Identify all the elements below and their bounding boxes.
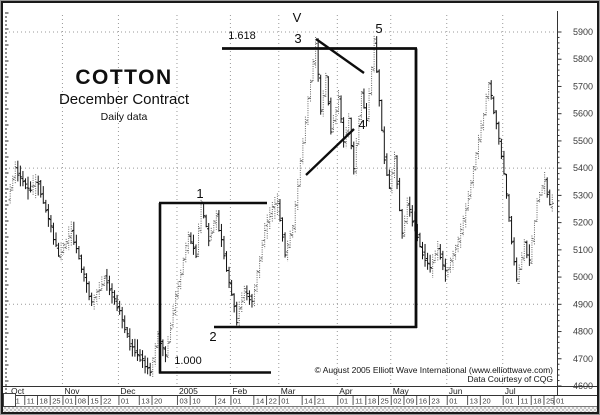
wave-2-label: 2 (209, 329, 217, 344)
fib-1618-label: 1.618 (228, 30, 256, 42)
y-axis-tick-label: 5600 (573, 109, 593, 119)
x-axis-month-label: Nov (64, 386, 80, 396)
wave-V-label: V (292, 10, 302, 25)
x-axis-week-label: 25 (546, 397, 554, 406)
x-axis-week-label: 25 (52, 397, 60, 406)
x-axis-month-label: Apr (339, 386, 352, 396)
x-axis-week-label: 01 (449, 397, 457, 406)
chart-title: COTTON (75, 66, 173, 89)
y-axis-tick-label: 5500 (573, 136, 593, 146)
y-axis-tick-label: 4900 (573, 299, 593, 309)
x-axis-week-label: 01 (505, 397, 513, 406)
annotation-lines-layer (158, 38, 418, 374)
x-axis-month-label: Oct (11, 386, 25, 396)
bottom-scroll-strip (2, 406, 598, 414)
x-axis-week-label: 16 (419, 397, 427, 406)
x-axis-month-label: Jun (449, 386, 463, 396)
data-courtesy-line: Data Courtesy of CQG (467, 374, 553, 384)
x-axis-week-label: 20 (482, 397, 490, 406)
x-axis-week-label: 01 (121, 397, 129, 406)
x-axis-week-label: 25 (381, 397, 389, 406)
wave-5-label: 5 (375, 21, 383, 36)
wave-3-label: 3 (294, 31, 302, 46)
x-axis-week-label: 22 (269, 397, 277, 406)
triangle-lower-line (305, 128, 355, 176)
x-axis-week-label: 18 (39, 397, 47, 406)
x-axis-month-label: Feb (232, 386, 247, 396)
copyright-line: © August 2005 Elliott Wave International… (314, 365, 553, 375)
x-axis-week-label: 15 (90, 397, 98, 406)
fib-1000-label: 1.000 (174, 355, 202, 367)
x-axis-week-label: 14 (256, 397, 264, 406)
x-axis-week-label: 20 (154, 397, 162, 406)
x-axis-week-label: 02 (393, 397, 401, 406)
x-axis-week-label: 24 (218, 397, 226, 406)
x-axis-week-label: 10 (192, 397, 200, 406)
x-axis-week-label: 18 (533, 397, 541, 406)
x-axis-month-label: Mar (281, 386, 296, 396)
y-axis-tick-label: 5200 (573, 218, 593, 228)
x-axis-week-label: 08 (78, 397, 86, 406)
triangle-upper-line (315, 38, 365, 74)
x-axis-week-label: 09 (406, 397, 414, 406)
x-axis-week-label: 01 (233, 397, 241, 406)
x-axis-week-label: 01 (556, 397, 564, 406)
x-axis-week-label: 22 (103, 397, 111, 406)
x-axis-week-label: 11 (27, 397, 35, 406)
x-axis-week-label: 01 (281, 397, 289, 406)
y-axis-tick-label: 4700 (573, 354, 593, 364)
x-axis-week-label: 13 (470, 397, 478, 406)
x-axis-week-label: 11 (521, 397, 529, 406)
copyright-block: © August 2005 Elliott Wave International… (315, 366, 553, 384)
x-axis-week-label: 23 (431, 397, 439, 406)
y-axis-tick-label: 4800 (573, 327, 593, 337)
x-axis-week-label: 14 (304, 397, 312, 406)
wave-4-label: 4 (358, 117, 366, 132)
y-axis-tick-label: 5300 (573, 190, 593, 200)
chart-granularity: Daily data (100, 111, 148, 123)
scroll-corner-button[interactable] (3, 393, 16, 407)
x-axis-week-label: 11 (355, 397, 363, 406)
x-axis-week-label: 13 (141, 397, 149, 406)
x-axis-week-label: 18 (368, 397, 376, 406)
x-axis-month-label: Dec (120, 386, 136, 396)
y-axis-tick-label: 5000 (573, 272, 593, 282)
x-axis-month-label: 2005 (179, 386, 198, 396)
x-axis-month-label: Jul (505, 386, 516, 396)
x-axis-week-label: 03 (179, 397, 187, 406)
chart-subtitle: December Contract (58, 91, 190, 108)
y-axis-tick-label: 5700 (573, 81, 593, 91)
y-axis-tick-label: 5100 (573, 245, 593, 255)
x-axis-week-label: 21 (317, 397, 325, 406)
title-block: COTTON December Contract Daily data (58, 66, 190, 124)
x-axis-week-label: 01 (340, 397, 348, 406)
x-axis-week-label: 01 (65, 397, 73, 406)
y-axis-tick-label: 5800 (573, 54, 593, 64)
y-axis-tick-label: 5400 (573, 163, 593, 173)
x-axis-month-label: May (393, 386, 410, 396)
wave-1-label: 1 (196, 186, 204, 201)
y-axis-tick-label: 5900 (573, 27, 593, 37)
gridlines-layer (9, 15, 554, 386)
